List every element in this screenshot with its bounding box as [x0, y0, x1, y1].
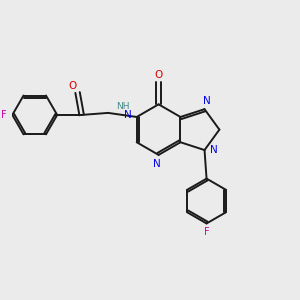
Text: N: N — [124, 110, 132, 120]
Text: O: O — [154, 70, 163, 80]
Text: NH: NH — [116, 102, 129, 111]
Text: N: N — [153, 159, 160, 169]
Text: F: F — [2, 110, 7, 120]
Text: O: O — [69, 81, 77, 91]
Text: N: N — [210, 145, 218, 155]
Text: F: F — [204, 226, 209, 237]
Text: N: N — [203, 96, 210, 106]
